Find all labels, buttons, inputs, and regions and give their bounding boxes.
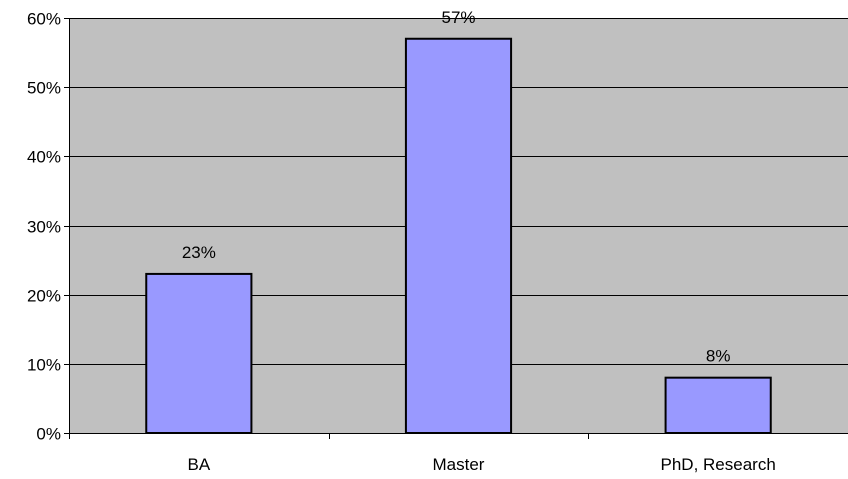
y-tick-label: 0%: [36, 425, 61, 444]
y-tick-label: 20%: [27, 287, 61, 306]
y-tick-label: 40%: [27, 148, 61, 167]
data-label: 57%: [441, 8, 475, 27]
bar: [404, 37, 513, 434]
labels: 0% 10% 20% 30% 40% 50% 60% 23% BA 57% Master 8% PhD,…: [27, 8, 776, 474]
y-tick-label: 10%: [27, 356, 61, 375]
data-label: 23%: [182, 243, 216, 262]
x-category-label: Master: [433, 455, 485, 474]
bar: [145, 272, 253, 434]
y-tick-label: 50%: [27, 79, 61, 98]
bar: [664, 376, 772, 434]
y-tick-label: 60%: [27, 10, 61, 29]
y-tick-label: 30%: [27, 218, 61, 237]
x-category-label: BA: [187, 455, 210, 474]
axes: [64, 18, 848, 439]
data-label: 8%: [706, 347, 731, 366]
x-category-label: PhD, Research: [661, 455, 776, 474]
bars: [145, 37, 772, 434]
